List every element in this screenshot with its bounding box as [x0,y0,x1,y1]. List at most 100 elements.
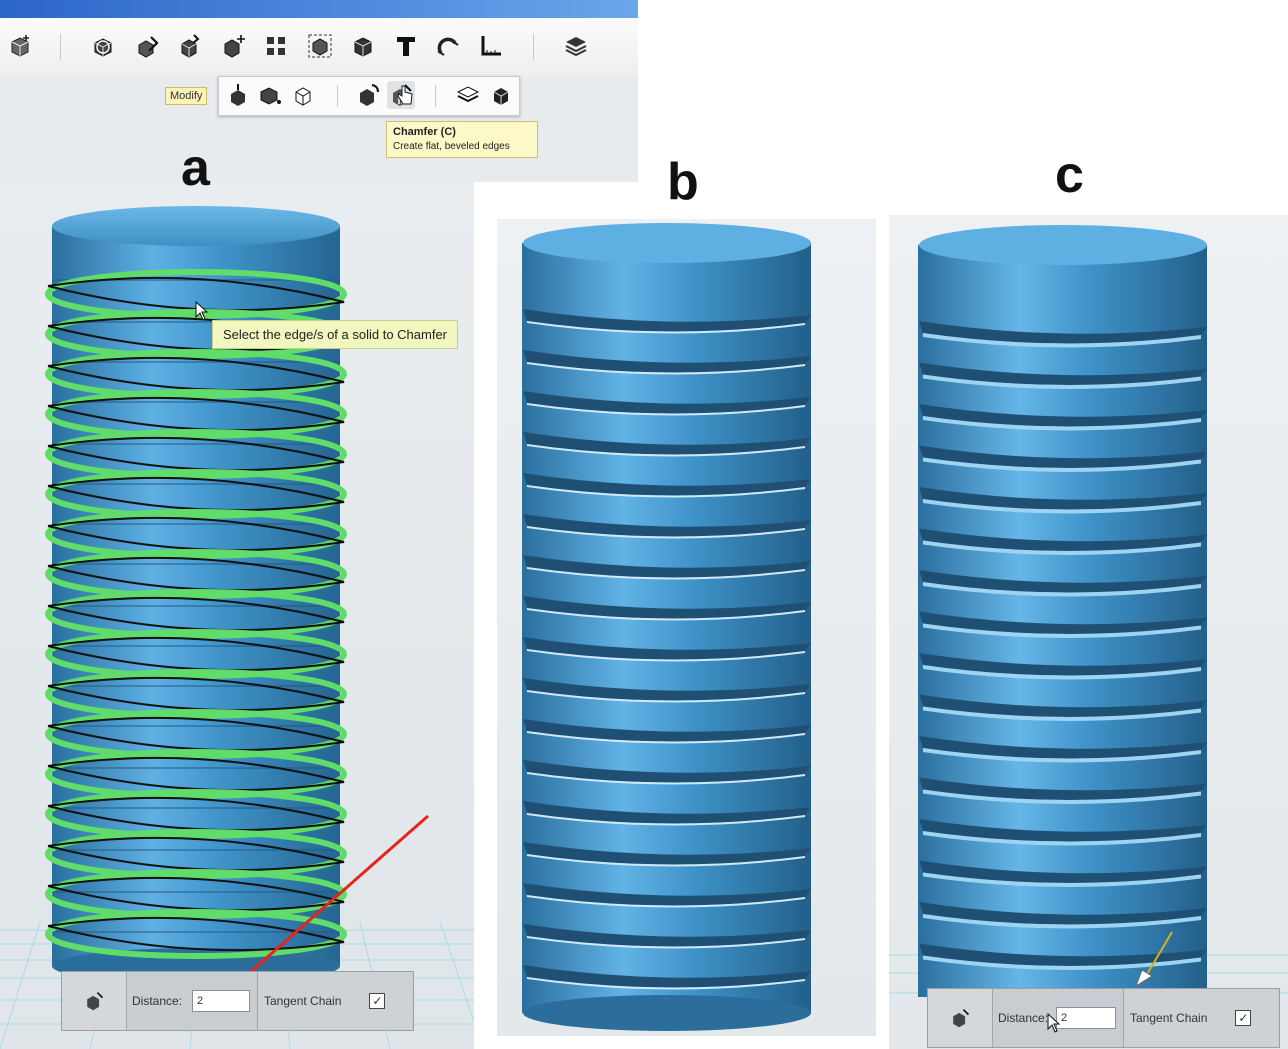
chamfer-panel-a: Distance: 2 Tangent Chain ✓ [61,971,414,1031]
helix-edge-highlight[interactable] [45,789,347,839]
helix-edge-highlight[interactable] [45,349,347,399]
toolbar-divider [533,34,534,60]
pointer-cursor-icon [195,300,209,326]
thread-groove [919,362,1207,386]
thread-crest [527,362,805,375]
tangent-chain-checkbox[interactable]: ✓ [369,993,386,1009]
thread-crest [527,895,805,908]
construct-icon[interactable] [134,32,162,60]
thread-groove [523,473,811,496]
thread-groove [919,694,1207,718]
thread-crest [923,333,1201,348]
thread-crest [527,321,805,334]
pattern-icon[interactable] [262,32,290,60]
thread-groove [523,760,811,783]
smart-extrude-icon[interactable] [289,81,317,109]
thread-crest [923,914,1201,929]
toolbar-divider [60,34,61,60]
chamfered-cylinder-c [889,225,1288,997]
measure-icon[interactable] [477,32,505,60]
helix-edge-line [47,676,345,712]
thread-crest [527,485,805,498]
split-face-icon[interactable] [454,81,482,109]
helix-edge-line [47,796,345,832]
window-title-bar [0,0,638,18]
pointer-cursor-icon [1047,1012,1061,1039]
transform-icon[interactable] [220,32,248,60]
thread-crest [923,499,1201,514]
helix-edge-line [47,556,345,592]
helix-edge-highlight[interactable] [45,589,347,639]
shell-icon[interactable] [487,81,515,109]
toolbar-divider [337,85,338,107]
helix-edge-line [47,276,345,312]
tangent-chain-label: Tangent Chain [264,994,342,1008]
helix-edge-highlight[interactable] [45,669,347,719]
thread-crest [527,444,805,457]
text-icon[interactable] [392,32,420,60]
thread-groove [523,678,811,701]
panel-label-b: b [667,153,699,211]
helix-edge-highlight[interactable] [45,709,347,759]
helix-edge-highlight[interactable] [45,549,347,599]
combine-icon[interactable] [349,32,377,60]
thread-groove [919,653,1207,676]
helix-edge-highlight[interactable] [45,909,347,959]
thread-groove [523,555,811,578]
thread-groove [523,309,811,332]
thread-crest [923,457,1201,473]
thread-groove [919,528,1207,552]
press-pull-icon[interactable] [224,81,252,109]
grouping-icon[interactable] [306,32,334,60]
chamfer-tool-icon[interactable] [62,972,127,1030]
helix-edge-highlight[interactable] [45,429,347,479]
chamfer-tooltip: Chamfer (C) Create flat, beveled edges [386,121,538,158]
thread-groove [919,736,1207,759]
thread-crest [923,706,1201,722]
thread-crest [923,374,1201,390]
thread-groove [919,321,1207,344]
helix-edge-line [47,436,345,472]
thread-groove [523,391,811,414]
helix-edge-highlight[interactable] [45,829,347,879]
tweak-icon[interactable] [256,81,284,109]
thread-crest [923,955,1201,971]
thread-groove [919,404,1207,427]
thread-crest [923,831,1201,846]
snap-icon[interactable] [434,32,462,60]
helix-edge-highlight[interactable] [45,629,347,679]
main-toolbar [0,18,638,79]
toolbar-divider [435,85,436,107]
thread-crest [527,690,805,703]
fillet-icon[interactable] [354,81,382,109]
new-primitive-icon[interactable] [6,32,34,60]
helix-edge-highlight[interactable] [45,469,347,519]
thread-groove [523,432,811,455]
thread-crest [527,813,805,826]
thread-crest [527,772,805,785]
modify-icon[interactable] [176,32,204,60]
helix-edge-line [47,836,345,872]
thread-groove [523,637,811,660]
distance-input[interactable]: 2 [1056,1007,1116,1029]
thread-groove [919,611,1207,635]
thread-groove [523,924,811,947]
threaded-cylinder-b [522,223,811,1031]
chamfer-tool-icon[interactable] [928,989,993,1047]
helix-edge-highlight[interactable] [45,509,347,559]
thread-crest [923,623,1201,639]
helix-edge-highlight[interactable] [45,389,347,439]
thread-crest [923,872,1201,888]
helix-edge-highlight[interactable] [45,869,347,919]
thread-crest [527,403,805,416]
thread-groove [523,883,811,906]
material-icon[interactable] [562,32,590,60]
tangent-chain-label: Tangent Chain [1130,1011,1208,1025]
sketch-icon[interactable] [90,32,118,60]
thread-crest [923,789,1201,805]
distance-input[interactable]: 2 [192,990,250,1012]
thread-groove [919,819,1207,842]
tangent-chain-checkbox[interactable]: ✓ [1235,1010,1252,1026]
helix-edge-highlight[interactable] [45,749,347,799]
helix-edge-line [47,636,345,672]
